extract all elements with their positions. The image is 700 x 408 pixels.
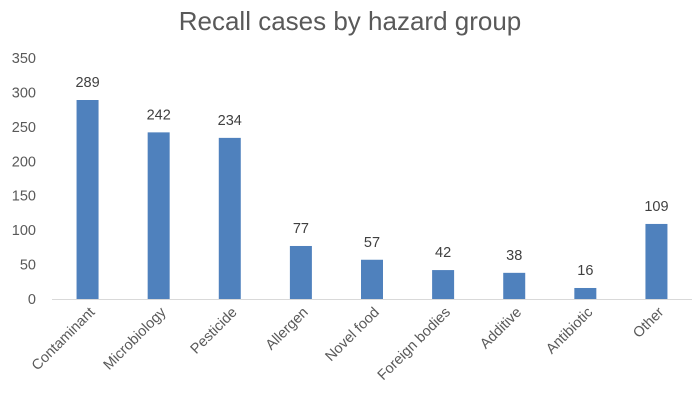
y-tick-label: 350 bbox=[12, 51, 36, 67]
data-label: 242 bbox=[147, 107, 171, 123]
bar-foreign-bodies bbox=[432, 270, 455, 299]
data-label: 109 bbox=[644, 199, 668, 215]
y-tick-label: 200 bbox=[12, 154, 36, 170]
y-tick-label: 150 bbox=[12, 189, 36, 205]
y-tick-label: 0 bbox=[28, 292, 36, 308]
bar-microbiology bbox=[147, 132, 170, 299]
data-label: 57 bbox=[364, 235, 380, 251]
category-label: Novel food bbox=[322, 305, 382, 365]
y-tick-label: 100 bbox=[12, 223, 36, 239]
data-label: 289 bbox=[75, 75, 99, 91]
data-label: 38 bbox=[506, 248, 522, 264]
category-label: Pesticide bbox=[188, 305, 241, 358]
bar-antibiotic bbox=[574, 287, 597, 299]
bar-additive bbox=[503, 272, 526, 299]
bar-other bbox=[645, 223, 668, 299]
data-label: 42 bbox=[435, 245, 451, 261]
category-label: Antibiotic bbox=[543, 305, 596, 358]
category-label: Contaminant bbox=[29, 305, 98, 374]
chart-title: Recall cases by hazard group bbox=[178, 6, 522, 36]
bar-allergen bbox=[289, 245, 312, 299]
y-tick-label: 250 bbox=[12, 120, 36, 136]
data-label: 77 bbox=[293, 221, 309, 237]
data-label: 16 bbox=[577, 263, 593, 279]
y-tick-label: 50 bbox=[20, 258, 36, 274]
y-tick-label: 300 bbox=[12, 85, 36, 101]
data-label: 234 bbox=[218, 113, 242, 129]
bar-contaminant bbox=[76, 100, 99, 299]
bar-novel-food bbox=[361, 259, 383, 299]
category-label: Microbiology bbox=[101, 304, 170, 373]
category-label: Allergen bbox=[263, 305, 312, 354]
bar-pesticide bbox=[218, 137, 241, 299]
category-label: Additive bbox=[477, 305, 525, 353]
category-label: Other bbox=[630, 304, 667, 341]
category-label: Foreign bodies bbox=[375, 305, 454, 384]
